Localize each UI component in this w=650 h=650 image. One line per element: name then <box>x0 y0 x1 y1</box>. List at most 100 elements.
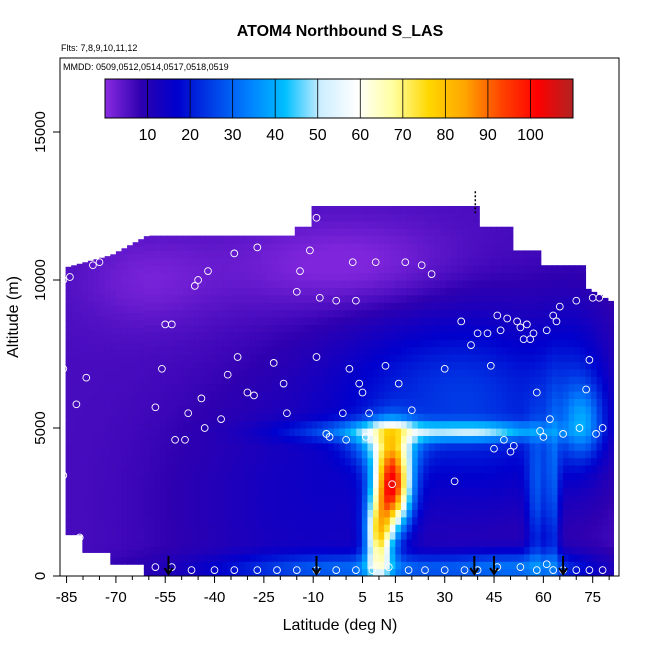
heatmap-cell <box>160 346 167 355</box>
heatmap-cell <box>540 346 547 355</box>
heatmap-cell <box>518 317 525 325</box>
heatmap-cell <box>272 457 279 466</box>
heatmap-cell <box>440 561 447 570</box>
heatmap-cell <box>490 531 497 540</box>
y-axis-label: Altitude (m) <box>5 276 22 358</box>
heatmap-cell <box>602 420 609 429</box>
heatmap-cell <box>99 308 106 317</box>
heatmap-cell <box>473 494 480 503</box>
heatmap-cell <box>65 305 72 314</box>
heatmap-cell <box>305 354 313 362</box>
heatmap-cell <box>512 435 519 444</box>
colorbar-tick-label: 40 <box>266 127 284 144</box>
heatmap-cell <box>322 346 329 355</box>
heatmap-cell <box>406 235 413 244</box>
heatmap-cell <box>378 479 385 488</box>
heatmap-cell <box>283 243 290 251</box>
heatmap-cell <box>591 294 598 303</box>
heatmap-cell <box>266 368 274 377</box>
heatmap-cell <box>99 359 106 368</box>
heatmap-cell <box>585 420 592 429</box>
heatmap-cell <box>535 361 542 370</box>
heatmap-cell <box>440 331 447 340</box>
heatmap-cell <box>591 531 598 540</box>
heatmap-cell <box>417 428 424 436</box>
heatmap-cell <box>132 527 139 536</box>
heatmap-cell <box>155 502 162 510</box>
heatmap-cell <box>82 426 89 435</box>
heatmap-cell <box>238 376 246 385</box>
heatmap-cell <box>322 243 329 251</box>
heatmap-cell <box>205 531 212 540</box>
heatmap-cell <box>468 479 475 488</box>
heatmap-cell <box>65 445 72 454</box>
heatmap-cell <box>322 524 329 533</box>
heatmap-cell <box>216 272 223 281</box>
heatmap-cell <box>607 361 615 370</box>
heatmap-cell <box>540 383 547 392</box>
heatmap-cell <box>71 393 78 402</box>
heatmap-cell <box>104 419 111 428</box>
heatmap-cell <box>261 420 268 429</box>
heatmap-cell <box>568 398 575 407</box>
heatmap-cell <box>591 494 598 503</box>
heatmap-cell <box>138 349 145 358</box>
heatmap-cell <box>294 398 301 407</box>
heatmap-cell <box>479 376 486 385</box>
heatmap-cell <box>216 420 223 429</box>
heatmap-cell <box>115 268 123 277</box>
heatmap-cell <box>233 546 240 555</box>
heatmap-cell <box>261 553 268 562</box>
heatmap-cell <box>294 346 301 355</box>
heatmap-cell <box>238 502 246 510</box>
heatmap-cell <box>367 272 374 281</box>
heatmap-cell <box>216 383 223 392</box>
heatmap-cell <box>171 494 178 503</box>
heatmap-cell <box>585 539 592 547</box>
heatmap-cell <box>535 531 542 540</box>
heatmap-cell <box>289 479 296 488</box>
heatmap-cell <box>278 494 285 503</box>
heatmap-cell <box>462 561 469 570</box>
heatmap-cell <box>300 398 307 407</box>
sample-point <box>210 566 219 574</box>
heatmap-cell <box>579 487 587 496</box>
heatmap-cell <box>250 346 257 355</box>
heatmap-cell <box>294 280 301 288</box>
heatmap-cell <box>428 213 436 222</box>
heatmap-cell <box>395 383 402 392</box>
heatmap-cell <box>579 346 587 355</box>
heatmap-cell <box>216 294 223 303</box>
dates-note: MMDD: 0509,0512,0514,0517,0518,0519 <box>63 62 229 72</box>
heatmap-cell <box>233 331 240 340</box>
heatmap-cell <box>87 352 95 361</box>
heatmap-cell <box>546 287 553 296</box>
heatmap-cell <box>389 324 396 333</box>
heatmap-cell <box>272 561 279 570</box>
heatmap-cell <box>456 391 464 399</box>
heatmap-cell <box>373 309 380 318</box>
heatmap-cell <box>345 524 352 533</box>
heatmap-cell <box>127 371 134 380</box>
heatmap-cell <box>507 250 514 259</box>
heatmap-cell <box>512 405 519 414</box>
heatmap-cell <box>205 368 212 377</box>
heatmap-cell <box>389 228 396 237</box>
heatmap-cell <box>289 317 296 325</box>
heatmap-cell <box>194 516 201 525</box>
heatmap-cell <box>350 354 357 362</box>
heatmap-cell <box>602 472 609 481</box>
heatmap-cell <box>311 524 318 533</box>
heatmap-cell <box>540 420 547 429</box>
heatmap-cell <box>479 354 486 362</box>
heatmap-cell <box>160 539 167 547</box>
sample-point <box>427 270 436 278</box>
heatmap-cell <box>216 457 223 466</box>
heatmap-cell <box>339 309 346 318</box>
heatmap-cell <box>132 282 139 291</box>
heatmap-cell <box>451 568 458 576</box>
heatmap-cell <box>93 544 100 553</box>
heatmap-cell <box>518 568 525 576</box>
heatmap-cell <box>311 472 318 481</box>
